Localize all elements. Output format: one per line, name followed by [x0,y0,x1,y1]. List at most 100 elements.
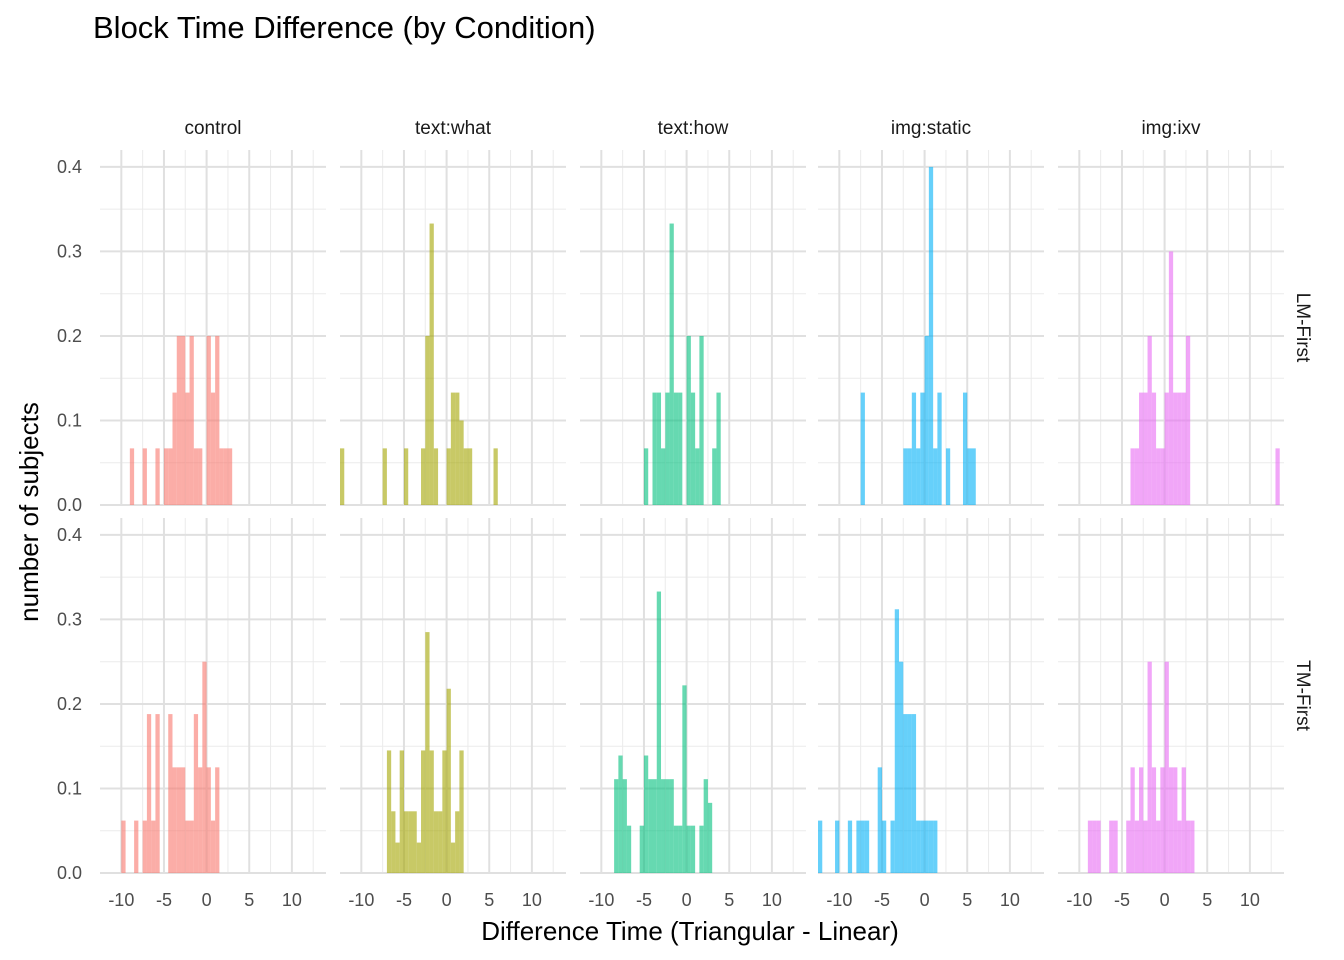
histogram-bar [421,448,426,505]
histogram-bar [699,335,704,505]
histogram-bar [665,779,670,873]
histogram-bar [1139,392,1144,505]
strip-label-column: img:static [891,118,971,139]
histogram-bar [928,820,934,873]
x-axis-title: Difference Time (Triangular - Linear) [481,916,899,946]
histogram-bar [382,448,387,505]
histogram-bar [716,392,721,505]
histogram-bar [881,820,887,873]
histogram-bar [924,335,929,505]
histogram-bar [1275,448,1280,505]
histogram-bar [386,750,392,873]
histogram-bar [227,448,233,505]
histogram-bar [403,811,409,873]
histogram-bar [412,811,417,873]
histogram-bar [890,820,895,873]
histogram-bar [1092,820,1097,873]
y-tick-label: 0.1 [57,410,82,430]
histogram-bar [1087,820,1093,873]
histogram-bar [1126,820,1131,873]
histogram-bar [860,820,865,873]
histogram-bar [1160,448,1165,505]
histogram-bar [155,448,160,505]
histogram-bar [1113,820,1118,873]
x-tick-label: -10 [348,890,374,910]
histogram-bar [643,448,649,505]
histogram-bar [1181,767,1186,873]
histogram-bar [1143,392,1148,505]
x-tick-label: 0 [202,890,212,910]
strip-label-column: img:ixv [1141,118,1201,139]
histogram-bar [916,448,921,505]
x-tick-label: 10 [522,890,542,910]
histogram-bar [172,767,177,873]
histogram-bar [856,820,861,873]
histogram-bar [860,392,865,505]
y-tick-label: 0.2 [57,326,82,346]
histogram-bar [1173,767,1178,873]
histogram-bar [618,755,623,873]
histogram-bar [121,820,126,873]
x-tick-label: 5 [244,890,254,910]
y-tick-label: 0.3 [57,241,82,261]
histogram-bar [146,714,152,873]
histogram-bar [643,755,649,873]
panel-text-how-tm-first [580,518,806,874]
histogram-bar [669,779,674,873]
histogram-bar [1156,820,1161,873]
histogram-bar [163,448,169,505]
x-tick-label: 10 [762,890,782,910]
y-tick-label: 0.4 [57,525,82,545]
histogram-bar [463,448,468,505]
histogram-bar [1156,448,1161,505]
histogram-bar [920,392,925,505]
strip-label-column: text:what [415,118,492,139]
histogram-bar [1185,820,1191,873]
x-tick-label: 0 [682,890,692,910]
panel-control-tm-first [100,518,326,874]
x-tick-label: 0 [920,890,930,910]
histogram-bar [690,392,696,505]
x-tick-label: 5 [962,890,972,910]
histogram-bar [134,820,139,873]
histogram-bar [626,825,632,873]
histogram-bar [962,392,968,505]
histogram-bar [459,750,464,873]
histogram-bar [652,779,657,873]
histogram-bar [421,750,426,873]
histogram-bar [408,811,413,873]
histogram-bar [1151,767,1157,873]
histogram-bar [185,820,190,873]
histogram-bar [1134,448,1140,505]
histogram-bar [1147,661,1152,873]
histogram-bar [1160,767,1165,873]
histogram-bar [1177,820,1182,873]
x-tick-label: 10 [282,890,302,910]
histogram-bar [699,825,704,873]
histogram-bar [686,335,691,505]
histogram-bar [176,335,182,505]
histogram-bar [707,802,713,873]
y-tick-label: 0.0 [57,495,82,515]
histogram-bar [1173,392,1178,505]
histogram-bar [920,820,925,873]
panel-text-what-tm-first [340,518,566,874]
histogram-bar [928,166,934,505]
histogram-bar [493,448,498,505]
histogram-bar [877,767,882,873]
histogram-bar [185,392,190,505]
strip-label-column: control [184,118,241,139]
histogram-bar [907,714,912,873]
histogram-bar [206,335,211,505]
histogram-bar [189,335,194,505]
histogram-bar [1134,820,1140,873]
x-tick-label: 5 [1202,890,1212,910]
histogram-bar [142,820,147,873]
x-tick-label: 5 [484,890,494,910]
histogram-bar [911,714,917,873]
histogram-bar [129,448,135,505]
histogram-bar [661,448,666,505]
histogram-bar [669,223,674,506]
histogram-bar [639,825,644,873]
